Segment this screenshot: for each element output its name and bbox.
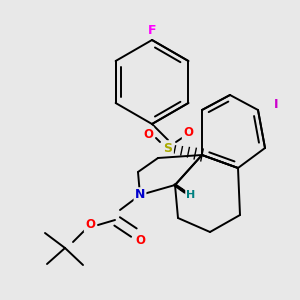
Text: O: O: [143, 128, 153, 140]
Text: N: N: [135, 188, 145, 202]
Text: F: F: [148, 23, 156, 37]
Text: S: S: [164, 142, 172, 154]
Text: O: O: [135, 233, 145, 247]
Text: I: I: [274, 98, 278, 112]
Text: O: O: [85, 218, 95, 232]
Text: O: O: [183, 127, 193, 140]
Text: H: H: [186, 190, 196, 200]
